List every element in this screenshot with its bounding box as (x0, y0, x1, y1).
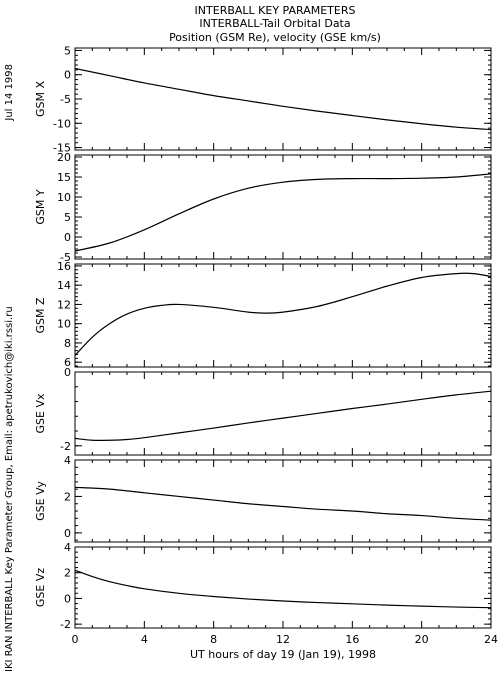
x-tick-label: 16 (345, 633, 359, 646)
y-tick-label: 5 (64, 211, 71, 224)
panel-gsm-y: 20 15 10 5 0 -5 GSM Y (34, 151, 492, 264)
x-tick-label: 4 (141, 633, 148, 646)
panel-gse-vy: 4 2 0 GSE Vy (34, 454, 492, 543)
series-line (74, 67, 492, 131)
y-tick-label: 10 (57, 191, 71, 204)
x-tick-label: 20 (415, 633, 429, 646)
y-axis-label: GSM Y (34, 189, 47, 224)
y-tick-label: 12 (57, 298, 71, 311)
y-tick-label: -5 (60, 93, 71, 106)
y-axis-label: GSE Vx (34, 393, 47, 433)
series-line (74, 173, 492, 252)
header-subtitle: INTERBALL-Tail Orbital Data (199, 17, 350, 30)
y-tick-label: 20 (57, 151, 71, 164)
y-tick-label: 0 (64, 69, 71, 82)
y-axis-label: GSM X (34, 81, 47, 117)
header-title: INTERBALL KEY PARAMETERS (195, 4, 356, 17)
y-tick-label: 8 (64, 337, 71, 350)
y-tick-label: -10 (53, 117, 71, 130)
y-tick-label: 0 (64, 592, 71, 605)
y-tick-label: 15 (57, 171, 71, 184)
y-tick-label: 2 (64, 567, 71, 580)
panel-gse-vx: 0 -2 GSE Vx (34, 366, 492, 456)
panel-frame (74, 47, 492, 151)
y-tick-label: 14 (57, 279, 71, 292)
y-tick-label: 0 (64, 527, 71, 540)
y-tick-label: 0 (64, 366, 71, 379)
series-line (74, 390, 492, 442)
panel-frame (74, 154, 492, 260)
series-line (74, 272, 492, 356)
x-tick-label: 24 (484, 633, 498, 646)
series-line (74, 486, 492, 521)
y-tick-label: -2 (60, 618, 71, 631)
panel-gsm-x: 5 0 -5 -10 -15 GSM X (34, 44, 492, 155)
y-tick-label: 6 (64, 356, 71, 369)
panel-gse-vz: 4 2 0 -2 GSE Vz (34, 541, 492, 631)
y-tick-label: 16 (57, 260, 71, 273)
x-tick-label: 0 (72, 633, 79, 646)
panel-frame (74, 263, 492, 368)
y-tick-label: 5 (64, 44, 71, 57)
series-line (74, 569, 492, 609)
y-tick-label: 4 (64, 541, 71, 554)
y-tick-label: -15 (53, 142, 71, 155)
y-tick-label: -5 (60, 251, 71, 264)
x-axis-label: UT hours of day 19 (Jan 19), 1998 (190, 648, 376, 661)
side-date: Jul 14 1998 (4, 64, 15, 122)
panel-frame (74, 371, 492, 456)
x-tick-label: 12 (276, 633, 290, 646)
y-tick-label: 0 (64, 231, 71, 244)
panel-frame (74, 459, 492, 543)
y-tick-label: -2 (60, 440, 71, 453)
y-axis-label: GSE Vy (34, 481, 47, 521)
x-tick-label: 8 (210, 633, 217, 646)
y-tick-label: 2 (64, 490, 71, 503)
y-tick-label: 4 (64, 454, 71, 467)
y-axis-label: GSM Z (34, 297, 47, 333)
header-units: Position (GSM Re), velocity (GSE km/s) (169, 31, 381, 44)
y-tick-label: 10 (57, 318, 71, 331)
y-axis-label: GSE Vz (34, 568, 47, 607)
panel-gsm-z: 16 14 12 10 8 6 GSM Z (34, 260, 492, 369)
side-credit: IKI RAN INTERBALL Key Parameter Group, E… (4, 306, 15, 672)
